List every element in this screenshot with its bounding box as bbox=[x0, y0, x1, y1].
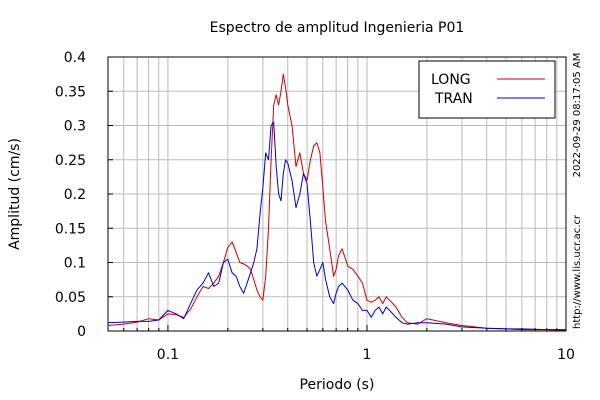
legend-box bbox=[418, 60, 556, 119]
legend: LONG TRAN bbox=[418, 60, 556, 119]
y-axis-label: Amplitud (cm/s) bbox=[7, 138, 23, 250]
series-layer bbox=[107, 73, 567, 331]
y-tick-label: 0.15 bbox=[55, 221, 86, 237]
x-tick-label: 0.1 bbox=[157, 347, 179, 363]
y-tick-label: 0.35 bbox=[55, 84, 86, 100]
x-tick-label: 1 bbox=[362, 347, 371, 363]
series-line-long bbox=[107, 73, 567, 331]
series-line-tran bbox=[107, 121, 566, 331]
y-tick-label: 0 bbox=[77, 324, 86, 340]
y-tick-label: 0.05 bbox=[55, 290, 86, 306]
y-tick-label: 0.25 bbox=[55, 153, 86, 169]
y-tick-label: 0.3 bbox=[64, 119, 86, 135]
y-tick-label: 0.4 bbox=[64, 50, 86, 66]
timestamp-label: 2022-09-29 08:17:05 AM bbox=[572, 53, 583, 178]
chart-title: Espectro de amplitud Ingenieria P01 bbox=[210, 20, 465, 36]
source-url[interactable]: http://www.lis.ucr.ac.cr bbox=[572, 214, 583, 329]
legend-label-long: LONG bbox=[431, 72, 471, 88]
y-tick-label: 0.2 bbox=[64, 187, 86, 203]
x-tick-label: 10 bbox=[557, 347, 575, 363]
legend-label-tran: TRAN bbox=[434, 91, 473, 107]
x-axis-label: Periodo (s) bbox=[300, 377, 375, 393]
ticks: 0 0.05 0.1 0.15 0.2 0.25 0.3 0.35 0.4 0.1 1 10 bbox=[55, 50, 575, 363]
y-tick-label: 0.1 bbox=[64, 256, 86, 272]
